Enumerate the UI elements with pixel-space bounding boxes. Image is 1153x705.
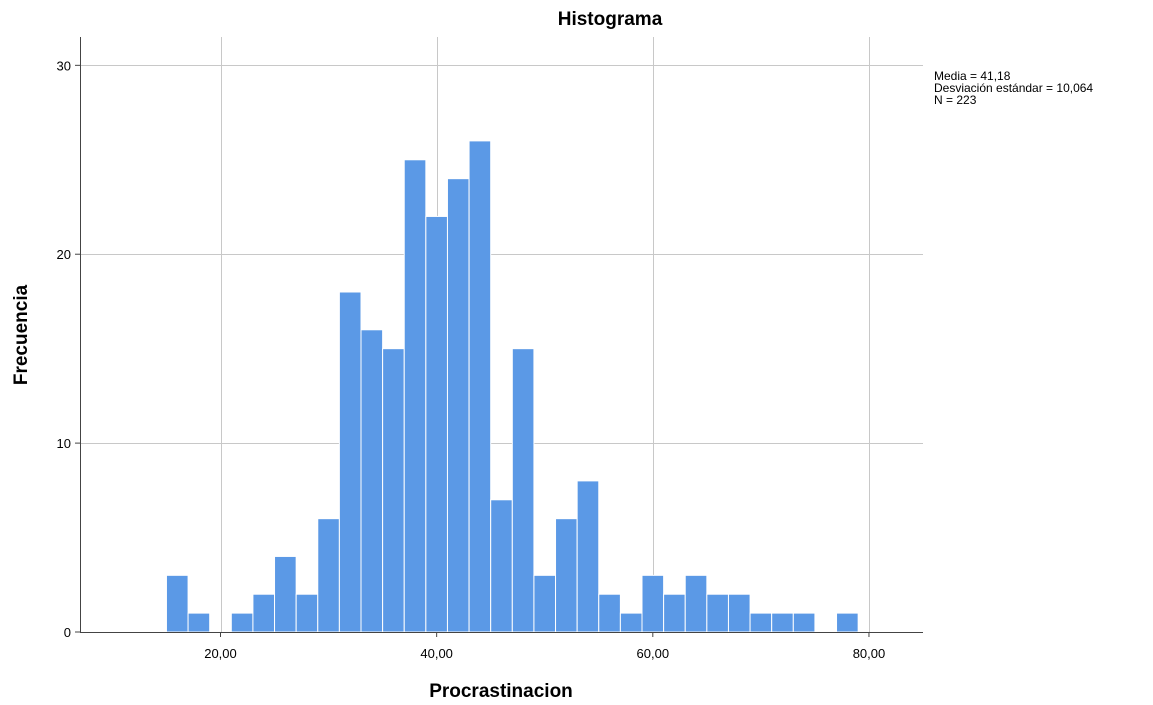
histogram-bar	[360, 329, 384, 633]
chart-title: Histograma	[558, 9, 663, 30]
histogram-bar	[836, 612, 859, 633]
histogram-bar	[533, 574, 557, 633]
histogram-bar	[792, 612, 816, 633]
histogram-bar	[511, 348, 535, 633]
histogram-bar	[727, 593, 751, 633]
histogram-bar	[598, 593, 621, 633]
y-tick-label: 10	[57, 436, 71, 451]
histogram-bar	[641, 574, 665, 633]
histogram-bar	[338, 291, 362, 633]
y-axis-label: Frecuencia	[11, 284, 32, 385]
histogram-bar	[165, 574, 189, 633]
x-tick-label: 40,00	[420, 646, 453, 661]
y-tick-label: 0	[64, 625, 71, 640]
stat-n: N = 223	[934, 93, 977, 107]
y-tick-label: 20	[57, 247, 71, 262]
histogram-bar	[252, 593, 276, 633]
histogram-bar	[295, 593, 319, 633]
x-tick-label: 80,00	[853, 646, 886, 661]
histogram-bar	[382, 348, 405, 633]
histogram-bar	[771, 612, 794, 633]
histogram-bar	[576, 480, 600, 633]
histogram-bar	[663, 593, 686, 633]
stats-box: Media = 41,18 Desviación estándar = 10,0…	[934, 70, 1093, 106]
histogram-bar	[274, 555, 297, 633]
grid-lines	[80, 37, 923, 632]
x-axis-label: Procrastinacion	[429, 681, 573, 702]
histogram-bar	[403, 159, 427, 633]
x-tick-label: 20,00	[204, 646, 237, 661]
histogram-bar	[619, 612, 643, 633]
histogram-bar	[706, 593, 729, 633]
bars-group	[165, 140, 859, 633]
tick-labels: 20,00 40,00 60,00 80,00 0 10 20 30	[57, 58, 886, 661]
histogram-bar	[317, 518, 340, 633]
histogram-bar	[490, 499, 513, 633]
stat-mean: Media = 41,18	[934, 69, 1011, 83]
histogram-bar	[425, 215, 448, 633]
histogram-bar	[555, 518, 578, 633]
histogram-bar	[749, 612, 773, 633]
x-tick-label: 60,00	[637, 646, 670, 661]
histogram-bar	[230, 612, 254, 633]
histogram-bar	[684, 574, 708, 633]
histogram-bar	[468, 140, 492, 633]
histogram-bar	[446, 178, 470, 633]
histogram-bar	[187, 612, 211, 633]
y-tick-label: 30	[57, 58, 71, 73]
axes-group	[75, 37, 923, 637]
stat-std: Desviación estándar = 10,064	[934, 81, 1094, 95]
